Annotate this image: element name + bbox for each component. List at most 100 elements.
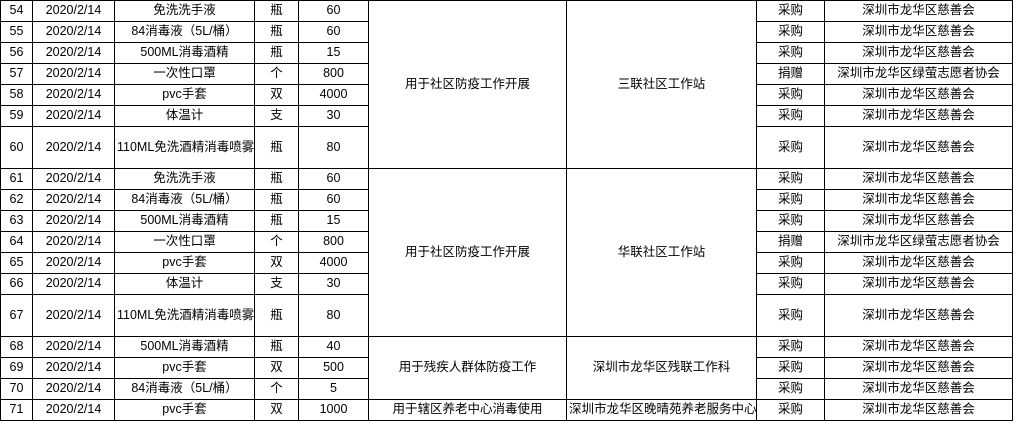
cell-item: 500ML消毒酒精 (114, 42, 255, 64)
cell-source: 深圳市龙华区慈善会 (824, 252, 1013, 274)
cell-date: 2020/2/14 (32, 273, 115, 295)
cell-index: 61 (0, 168, 33, 190)
cell-item: 110ML免洗酒精消毒喷雾 (114, 126, 255, 169)
cell-unit: 瓶 (254, 294, 299, 337)
cell-date: 2020/2/14 (32, 126, 115, 169)
cell-unit: 双 (254, 399, 299, 421)
cell-source: 深圳市龙华区慈善会 (824, 210, 1013, 232)
table-row: 71 2020/2/14 pvc手套双 1000 用于辖区养老中心消毒使用 深圳市龙华区晚… (0, 399, 1013, 421)
cell-source: 深圳市龙华区慈善会 (824, 21, 1013, 43)
cell-unit: 瓶 (254, 21, 299, 43)
cell-quantity: 4000 (298, 84, 369, 106)
cell-index: 62 (0, 189, 33, 211)
cell-date: 2020/2/14 (32, 399, 115, 421)
cell-channel: 采购 (756, 0, 825, 22)
cell-item: 110ML免洗酒精消毒喷雾 (114, 294, 255, 337)
cell-index: 60 (0, 126, 33, 169)
table-row: 54 2020/2/14 免洗洗手液瓶 60 用于社区防疫工作开展 三联社区工作站 采购 深圳… (0, 0, 1013, 169)
cell-quantity: 60 (298, 21, 369, 43)
cell-channel: 采购 (756, 126, 825, 169)
cell-source: 深圳市龙华区慈善会 (824, 168, 1013, 190)
table-row: 70 2020/2/14 84消毒液（5L/桶）个 5 采购 深圳市龙华区慈善会 (0, 378, 1013, 400)
cell-purpose: 用于残疾人群体防疫工作 (368, 336, 567, 400)
cell-channel: 采购 (756, 168, 825, 190)
table-row: 69 2020/2/14 pvc手套双 500 采购 深圳市龙华区慈善会 (0, 357, 1013, 379)
table-row: 67 2020/2/14 110ML免洗酒精消毒喷雾瓶 80 采购 深圳市龙华区慈善会 (0, 294, 1013, 337)
cell-index: 54 (0, 0, 33, 22)
cell-unit: 瓶 (254, 210, 299, 232)
cell-unit: 个 (254, 378, 299, 400)
cell-unit: 支 (254, 105, 299, 127)
cell-quantity: 1000 (298, 399, 369, 421)
cell-index: 66 (0, 273, 33, 295)
cell-index: 57 (0, 63, 33, 85)
cell-purpose: 用于社区防疫工作开展 (368, 0, 567, 169)
cell-item: 免洗洗手液 (114, 168, 255, 190)
cell-item: 84消毒液（5L/桶） (114, 378, 255, 400)
cell-quantity: 30 (298, 273, 369, 295)
cell-channel: 采购 (756, 21, 825, 43)
cell-source: 深圳市龙华区慈善会 (824, 378, 1013, 400)
cell-quantity: 60 (298, 168, 369, 190)
cell-date: 2020/2/14 (32, 357, 115, 379)
cell-channel: 采购 (756, 84, 825, 106)
cell-channel: 捐赠 (756, 231, 825, 253)
cell-unit: 双 (254, 357, 299, 379)
cell-quantity: 500 (298, 357, 369, 379)
cell-unit: 瓶 (254, 126, 299, 169)
cell-index: 70 (0, 378, 33, 400)
cell-source: 深圳市龙华区慈善会 (824, 294, 1013, 337)
cell-channel: 采购 (756, 273, 825, 295)
cell-index: 63 (0, 210, 33, 232)
cell-item: pvc手套 (114, 84, 255, 106)
table-row: 61 2020/2/14 免洗洗手液瓶 60 用于社区防疫工作开展 华联社区工作站 采购 深圳… (0, 168, 1013, 337)
cell-unit: 瓶 (254, 0, 299, 22)
cell-quantity: 60 (298, 189, 369, 211)
cell-source: 深圳市龙华区慈善会 (824, 126, 1013, 169)
cell-date: 2020/2/14 (32, 84, 115, 106)
table-row: 66 2020/2/14 体温计支 30 采购 深圳市龙华区慈善会 (0, 273, 1013, 295)
cell-date: 2020/2/14 (32, 210, 115, 232)
table-row: 63 2020/2/14 500ML消毒酒精瓶 15 采购 深圳市龙华区慈善会 (0, 210, 1013, 232)
cell-purpose: 用于辖区养老中心消毒使用 (368, 399, 567, 421)
cell-date: 2020/2/14 (32, 231, 115, 253)
cell-date: 2020/2/14 (32, 294, 115, 337)
cell-channel: 采购 (756, 105, 825, 127)
cell-date: 2020/2/14 (32, 42, 115, 64)
cell-channel: 采购 (756, 336, 825, 358)
cell-quantity: 5 (298, 378, 369, 400)
cell-unit: 个 (254, 63, 299, 85)
cell-channel: 采购 (756, 399, 825, 421)
cell-item: 500ML消毒酒精 (114, 336, 255, 358)
cell-quantity: 800 (298, 231, 369, 253)
cell-index: 67 (0, 294, 33, 337)
cell-date: 2020/2/14 (32, 378, 115, 400)
cell-quantity: 40 (298, 336, 369, 358)
cell-index: 71 (0, 399, 33, 421)
cell-channel: 采购 (756, 42, 825, 64)
cell-index: 65 (0, 252, 33, 274)
cell-unit: 双 (254, 84, 299, 106)
cell-source: 深圳市龙华区慈善会 (824, 84, 1013, 106)
cell-item: 84消毒液（5L/桶） (114, 189, 255, 211)
cell-quantity: 30 (298, 105, 369, 127)
cell-date: 2020/2/14 (32, 252, 115, 274)
cell-channel: 采购 (756, 252, 825, 274)
cell-item: 免洗洗手液 (114, 0, 255, 22)
cell-unit: 瓶 (254, 42, 299, 64)
cell-receiver: 华联社区工作站 (566, 168, 757, 337)
cell-date: 2020/2/14 (32, 336, 115, 358)
donation-records-table: 54 2020/2/14 免洗洗手液瓶 60 用于社区防疫工作开展 三联社区工作站 采购 深圳… (0, 0, 1013, 421)
cell-quantity: 80 (298, 126, 369, 169)
cell-source: 深圳市龙华区慈善会 (824, 273, 1013, 295)
cell-item: 体温计 (114, 105, 255, 127)
cell-quantity: 15 (298, 42, 369, 64)
cell-quantity: 800 (298, 63, 369, 85)
cell-channel: 捐赠 (756, 63, 825, 85)
cell-item: 500ML消毒酒精 (114, 210, 255, 232)
cell-source: 深圳市龙华区绿萤志愿者协会 (824, 63, 1013, 85)
cell-item: 体温计 (114, 273, 255, 295)
table-row: 58 2020/2/14 pvc手套双 4000 采购 深圳市龙华区慈善会 (0, 84, 1013, 106)
cell-channel: 采购 (756, 357, 825, 379)
table-row: 65 2020/2/14 pvc手套双 4000 采购 深圳市龙华区慈善会 (0, 252, 1013, 274)
